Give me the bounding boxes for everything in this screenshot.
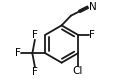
Text: F: F bbox=[32, 30, 38, 40]
Text: F: F bbox=[89, 30, 95, 40]
Text: F: F bbox=[32, 67, 38, 77]
Text: Cl: Cl bbox=[73, 66, 83, 77]
Text: N: N bbox=[89, 2, 96, 12]
Text: F: F bbox=[15, 48, 21, 58]
